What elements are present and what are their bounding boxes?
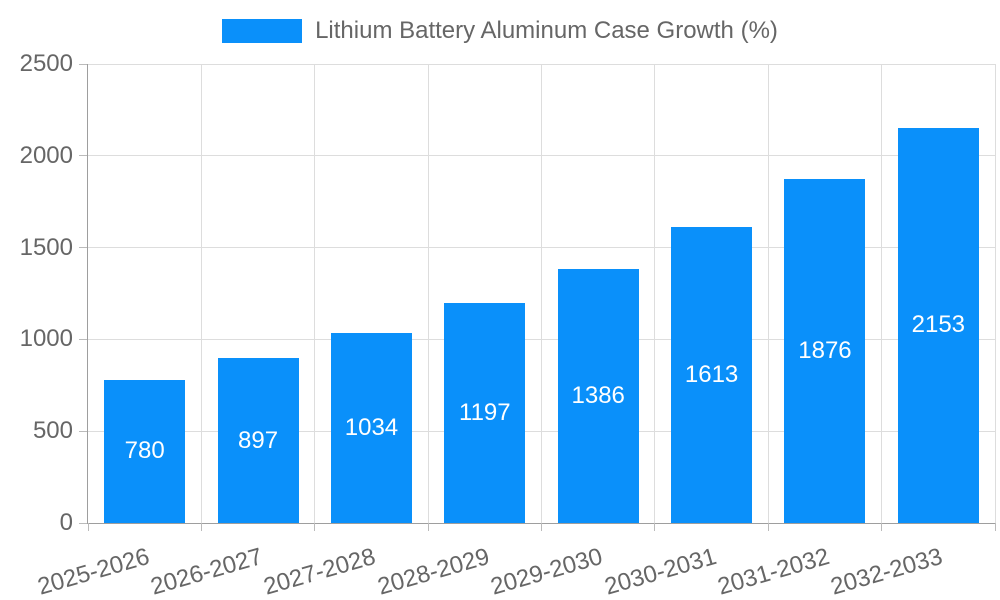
y-tick-label: 1500 — [19, 233, 73, 261]
bar-value-label: 1034 — [344, 414, 399, 442]
bar-2030-2031[interactable] — [671, 226, 753, 523]
y-axis-tick — [79, 430, 87, 432]
bar-value-label: 2153 — [911, 311, 966, 339]
y-axis-tick — [79, 522, 87, 524]
bar-value-label: 1386 — [571, 381, 625, 409]
legend-label: Lithium Battery Aluminum Case Growth (%) — [315, 17, 778, 44]
y-tick-label: 2500 — [19, 50, 73, 77]
bar-2032-2033[interactable] — [897, 127, 979, 523]
x-axis-tick — [427, 523, 429, 531]
x-axis-tick — [881, 523, 883, 531]
y-tick-label: 2000 — [19, 141, 73, 169]
x-axis-tick — [314, 523, 316, 531]
legend-swatch — [222, 19, 303, 43]
x-gridline — [654, 64, 656, 523]
legend-item[interactable]: Lithium Battery Aluminum Case Growth (%) — [222, 17, 778, 45]
plot-area: 0 500 1000 1500 2000 2500 780 2025-2026 897 2026-… — [20, 50, 996, 600]
x-axis-tick — [200, 523, 202, 531]
x-gridline — [200, 64, 202, 523]
bar-value-label: 897 — [238, 426, 279, 454]
bar-value-label: 780 — [124, 437, 165, 465]
x-axis-tick — [541, 523, 542, 531]
x-axis-tick — [994, 523, 996, 531]
y-axis-tick — [79, 247, 87, 249]
bar-2027-2028[interactable] — [330, 333, 412, 523]
y-tick-label: 0 — [59, 509, 73, 536]
x-axis-tick — [87, 523, 89, 531]
x-axis-tick — [767, 523, 769, 531]
bar-2029-2030[interactable] — [557, 268, 639, 523]
y-axis-tick — [79, 63, 87, 65]
x-gridline — [314, 64, 316, 523]
x-gridline — [767, 64, 769, 523]
x-gridline — [881, 64, 883, 523]
y-tick-label: 500 — [32, 417, 73, 445]
chart-legend: Lithium Battery Aluminum Case Growth (%) — [0, 17, 1000, 45]
bar-value-label: 1876 — [798, 336, 852, 364]
bar-2028-2029[interactable] — [444, 303, 526, 523]
x-gridline — [541, 64, 542, 523]
bar-value-label: 1613 — [684, 360, 739, 388]
y-tick-label: 1000 — [19, 325, 73, 353]
y-axis-tick — [79, 155, 87, 157]
x-gridline — [427, 64, 429, 523]
bar-2031-2032[interactable] — [784, 178, 866, 523]
bar-2025-2026[interactable] — [104, 379, 186, 523]
x-axis-tick — [654, 523, 656, 531]
bar-value-label: 1197 — [459, 399, 511, 427]
bar-2026-2027[interactable] — [217, 358, 299, 523]
y-axis-tick — [79, 338, 87, 340]
x-gridline — [994, 64, 996, 523]
